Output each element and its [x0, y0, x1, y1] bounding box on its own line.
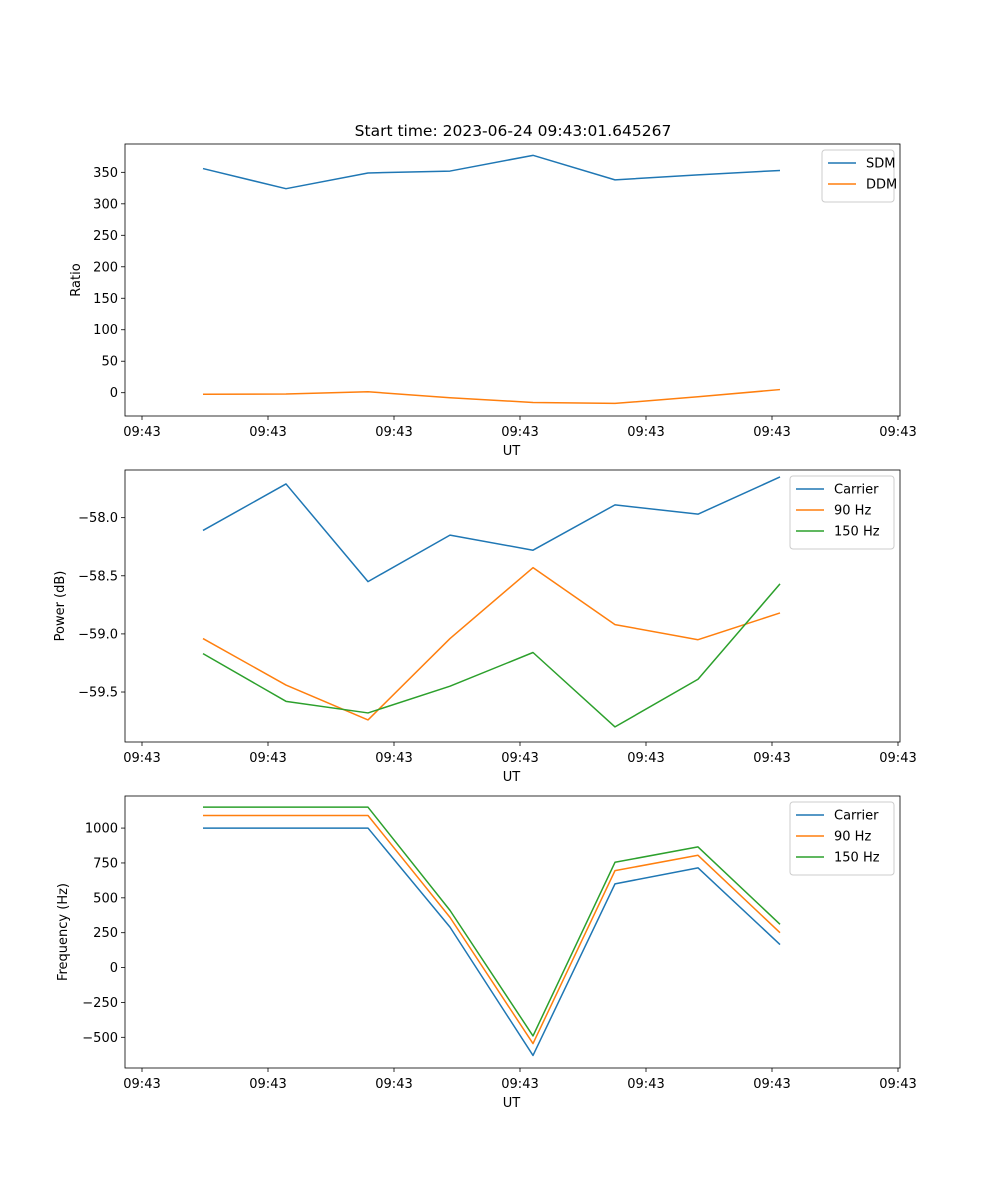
series-line-ddm	[202, 388, 781, 405]
y-tick-label: 0	[110, 961, 118, 976]
legend-entry-label: DDM	[866, 178, 897, 193]
legend: Carrier 90 Hz 150 Hz	[789, 475, 895, 550]
x-tick-label: 09:43	[249, 751, 286, 766]
x-tick-label: 09:43	[123, 425, 160, 440]
x-tick-label: 09:43	[879, 751, 916, 766]
x-tick-label: 09:43	[123, 751, 160, 766]
x-tick-label: 09:43	[501, 425, 538, 440]
legend-entry-label: 150 Hz	[834, 851, 880, 866]
y-tick-label: −58.0	[78, 511, 118, 526]
series-line-carrier	[202, 476, 781, 583]
y-tick-label: 250	[93, 229, 118, 244]
x-axis-label: UT	[503, 444, 521, 459]
series-line-90-hz	[202, 566, 781, 721]
y-tick-label: 500	[93, 891, 118, 906]
legend: Carrier 90 Hz 150 Hz	[789, 801, 895, 876]
y-tick-label: −500	[82, 1031, 118, 1046]
x-tick-label: 09:43	[375, 751, 412, 766]
series-line-carrier	[203, 827, 781, 1057]
x-tick-label: 09:43	[249, 1077, 286, 1092]
legend-entry-label: 90 Hz	[834, 504, 871, 519]
chart-panel-2: 09:43 09:43 09:43 09:43 09:43 09:43 09:43 −59.5…	[53, 469, 917, 785]
x-tick-label: 09:43	[879, 1077, 916, 1092]
y-tick-label: 150	[93, 292, 118, 307]
x-axis-label: UT	[503, 770, 521, 785]
y-axis-label: Ratio	[69, 263, 84, 296]
chart-title: Start time: 2023-06-24 09:43:01.645267	[355, 122, 672, 140]
legend-entry-label: SDM	[866, 157, 895, 172]
y-tick-label: 100	[93, 323, 118, 338]
series-line-sdm	[202, 154, 781, 190]
legend-entry-label: 90 Hz	[834, 830, 871, 845]
chart-panel-3: 09:43 09:43 09:43 09:43 09:43 09:43 09:43 −500 −…	[56, 795, 917, 1111]
x-tick-label: 09:43	[627, 751, 664, 766]
legend-entry-label: Carrier	[834, 809, 879, 824]
x-axis-label: UT	[503, 1096, 521, 1111]
legend-entry-label: 150 Hz	[834, 525, 880, 540]
series-line-150-hz	[202, 583, 781, 728]
y-axis-label: Frequency (Hz)	[56, 883, 71, 981]
x-tick-label: 09:43	[753, 1077, 790, 1092]
plot-frame	[124, 795, 901, 1069]
x-tick-label: 09:43	[501, 751, 538, 766]
legend-entry-label: Carrier	[834, 483, 879, 498]
y-tick-label: −58.5	[78, 569, 118, 584]
y-tick-label: 50	[101, 355, 118, 370]
y-tick-label: −59.5	[78, 686, 118, 701]
plot-frame	[124, 469, 901, 743]
x-tick-label: 09:43	[249, 425, 286, 440]
y-axis-label: Power (dB)	[53, 571, 68, 642]
series-line-90-hz	[203, 814, 781, 1045]
x-tick-label: 09:43	[753, 425, 790, 440]
x-tick-label: 09:43	[123, 1077, 160, 1092]
x-tick-label: 09:43	[627, 425, 664, 440]
x-tick-label: 09:43	[501, 1077, 538, 1092]
x-tick-label: 09:43	[753, 751, 790, 766]
y-tick-label: 200	[93, 260, 118, 275]
y-tick-label: 300	[93, 197, 118, 212]
y-tick-label: 750	[93, 856, 118, 871]
legend: SDM DDM	[821, 149, 897, 203]
chart-panel-1: 09:43 09:43 09:43 09:43 09:43 09:43 09:43 0 50 10…	[69, 143, 917, 459]
x-tick-label: 09:43	[627, 1077, 664, 1092]
y-tick-label: 1000	[85, 822, 118, 837]
plot-frame	[124, 143, 901, 417]
x-tick-label: 09:43	[879, 425, 916, 440]
x-tick-label: 09:43	[375, 425, 412, 440]
series-line-150-hz	[203, 806, 781, 1037]
y-tick-label: 0	[110, 386, 118, 401]
y-tick-label: 250	[93, 926, 118, 941]
x-tick-label: 09:43	[375, 1077, 412, 1092]
y-tick-label: −250	[82, 996, 118, 1011]
y-tick-label: −59.0	[78, 627, 118, 642]
y-tick-label: 350	[93, 166, 118, 181]
